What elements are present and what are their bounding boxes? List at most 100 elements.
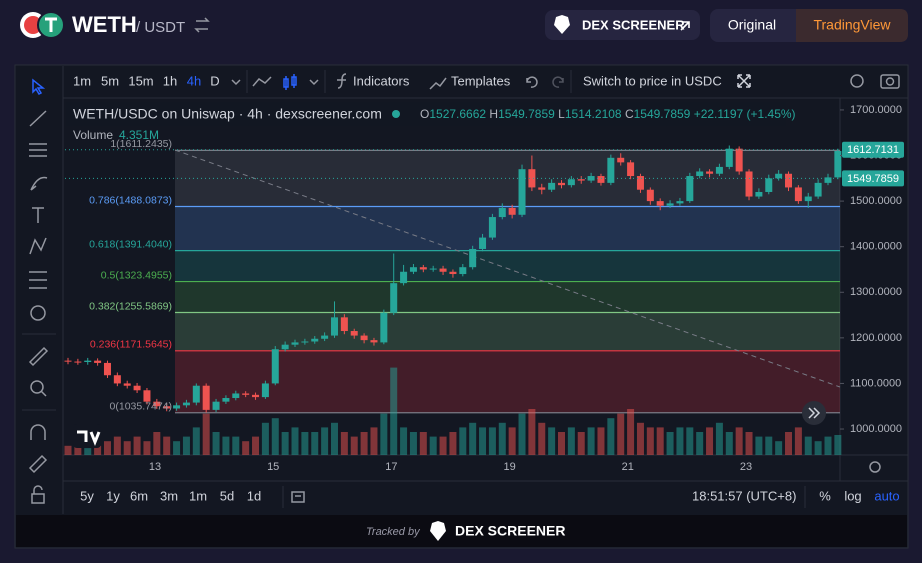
range-button[interactable]: 6m xyxy=(130,488,148,503)
brush-tool[interactable] xyxy=(30,176,48,191)
candle-body xyxy=(548,182,556,190)
volume-bar xyxy=(824,436,832,455)
volume-value: 4.351M xyxy=(119,128,159,142)
candle-body xyxy=(785,173,793,188)
tradingview-tab[interactable]: TradingView xyxy=(813,17,891,33)
candle-body xyxy=(804,196,812,202)
volume-bar xyxy=(330,422,338,455)
volume-bar xyxy=(538,422,546,455)
volume-bar xyxy=(291,427,299,455)
price-tag-label: 1549.7859 xyxy=(847,173,899,185)
volume-bar xyxy=(528,409,536,455)
scale-option[interactable]: auto xyxy=(874,488,899,503)
screenshot-icon[interactable] xyxy=(880,74,900,89)
candle-body xyxy=(607,157,615,183)
candle-body xyxy=(311,338,319,342)
redo-icon[interactable] xyxy=(552,76,564,88)
emoji-tool[interactable] xyxy=(30,305,46,321)
candle-body xyxy=(400,271,408,284)
swap-icon[interactable] xyxy=(194,17,210,33)
volume-bar xyxy=(646,427,654,455)
date-range-icon[interactable] xyxy=(291,491,305,503)
chart-frame xyxy=(14,64,909,549)
ohlc-key: L xyxy=(558,107,565,121)
candle-body xyxy=(775,173,783,179)
ruler-tool[interactable] xyxy=(28,346,49,367)
fullscreen-icon[interactable] xyxy=(737,74,751,88)
range-button[interactable]: 5d xyxy=(220,488,234,503)
toolbar-icons xyxy=(231,73,900,90)
indicators-button[interactable]: Indicators xyxy=(353,73,410,88)
volume-bar xyxy=(567,427,575,455)
volume-bar xyxy=(182,436,190,455)
candles xyxy=(64,145,842,413)
candle-body xyxy=(350,331,358,336)
dex-button-label[interactable]: DEX SCREENER xyxy=(582,17,685,32)
volume-bar xyxy=(261,422,269,455)
zoom-tool[interactable] xyxy=(30,380,44,394)
volume-bar xyxy=(271,418,279,455)
volume-bar xyxy=(222,436,230,455)
magnet-tool[interactable] xyxy=(30,424,46,440)
fib-tool[interactable] xyxy=(29,143,47,157)
volume-bar xyxy=(153,432,161,455)
range-button[interactable]: 1d xyxy=(247,488,261,503)
pattern-tool[interactable] xyxy=(29,237,47,255)
original-tab[interactable]: Original xyxy=(728,17,776,33)
lock-drawing-tool[interactable] xyxy=(28,454,48,474)
candle-body xyxy=(696,171,704,177)
candle-body xyxy=(163,406,171,409)
candle-body xyxy=(330,317,338,336)
scale-option[interactable]: log xyxy=(844,488,861,503)
legend-bg xyxy=(66,102,786,126)
range-button[interactable]: 3m xyxy=(160,488,178,503)
axis-settings[interactable] xyxy=(869,461,881,473)
volume-bar xyxy=(765,436,773,455)
interval-button[interactable]: 5m xyxy=(101,73,119,88)
candle-body xyxy=(834,150,842,178)
dex-button[interactable] xyxy=(545,10,700,40)
range-button[interactable]: 1m xyxy=(189,488,207,503)
candle-body xyxy=(232,393,240,399)
legend-ohlc: O1527.6662 H1549.7859 L1514.2108 C1549.7… xyxy=(420,107,796,121)
templates-button[interactable]: Templates xyxy=(451,73,511,88)
settings-icon[interactable] xyxy=(850,74,864,88)
volume-bar xyxy=(479,427,487,455)
scale-option[interactable]: % xyxy=(819,488,831,503)
candle-body xyxy=(577,179,585,181)
candle-body xyxy=(508,207,516,215)
interval-dropdown[interactable] xyxy=(231,79,241,86)
interval-button[interactable]: 1m xyxy=(73,73,91,88)
trend-tool[interactable] xyxy=(29,110,47,127)
volume-label: Volume xyxy=(73,128,113,142)
fib-label: 0(1035.7474) xyxy=(110,401,172,413)
volume-bar xyxy=(488,427,496,455)
cursor-tool[interactable] xyxy=(32,78,46,95)
chart-type-line[interactable] xyxy=(252,76,272,87)
interval-button[interactable]: 15m xyxy=(128,73,153,88)
lock-tool[interactable] xyxy=(31,493,45,504)
fib-label: 0.618(1391.4040) xyxy=(89,238,172,250)
volume-bar xyxy=(301,432,309,455)
chart-type-dropdown[interactable] xyxy=(309,79,319,86)
range-button[interactable]: 1y xyxy=(106,488,120,503)
templates-icon[interactable] xyxy=(429,77,447,90)
interval-button[interactable]: 4h xyxy=(187,73,201,88)
volume-bar xyxy=(785,432,793,455)
switch-price-button[interactable]: Switch to price in USDC xyxy=(583,73,722,88)
volume-bar xyxy=(321,427,329,455)
chart-type-candles[interactable] xyxy=(283,74,297,90)
volume-bar xyxy=(390,367,398,455)
range-button[interactable]: 5y xyxy=(80,488,94,503)
candle-body xyxy=(380,312,388,343)
interval-button[interactable]: D xyxy=(210,73,219,88)
candle-body xyxy=(715,166,723,174)
volume-bar xyxy=(548,427,556,455)
prediction-tool[interactable] xyxy=(29,271,47,289)
candle-body xyxy=(370,340,378,343)
text-tool[interactable] xyxy=(32,207,44,223)
indicators-icon[interactable] xyxy=(337,73,347,89)
interval-button[interactable]: 1h xyxy=(163,73,177,88)
undo-icon[interactable] xyxy=(526,76,538,88)
candle-body xyxy=(182,402,190,406)
